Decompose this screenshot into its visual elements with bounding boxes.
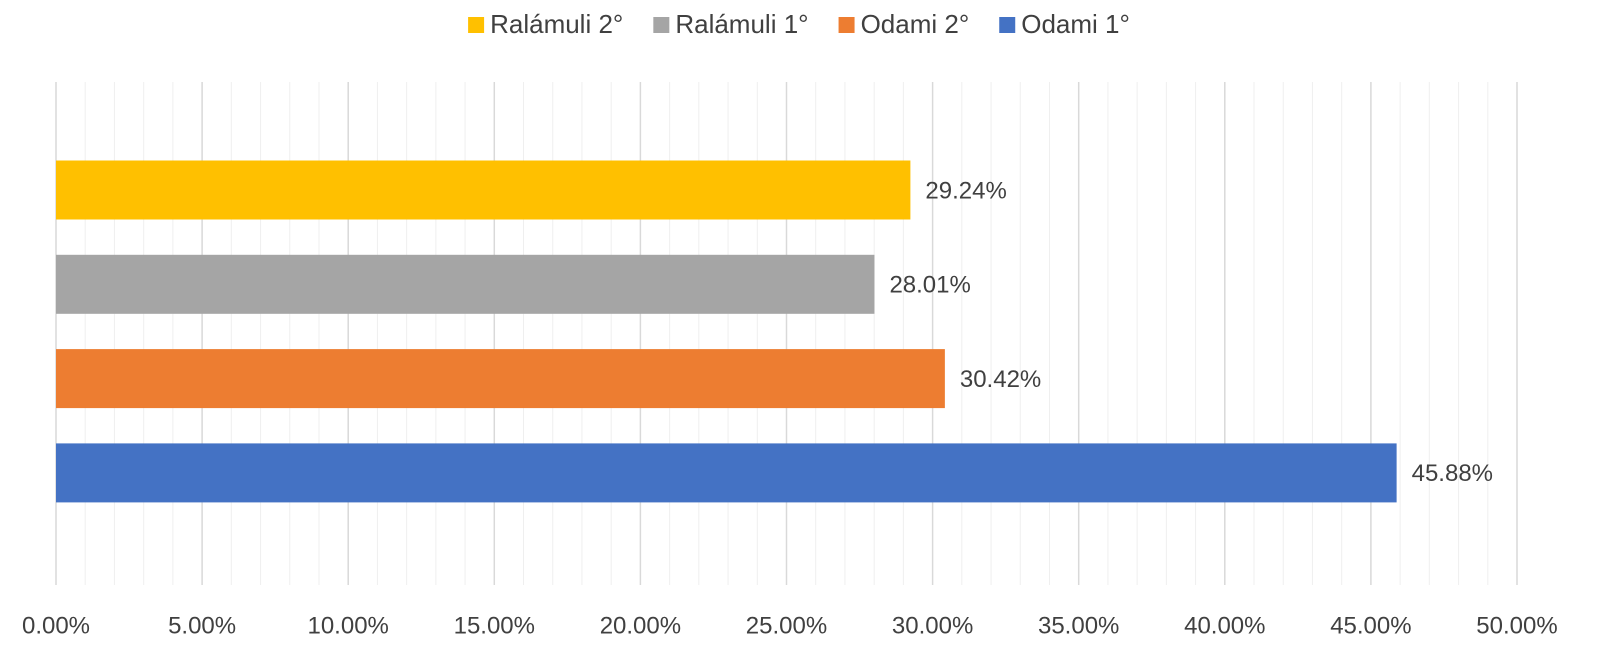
bar xyxy=(56,254,875,314)
legend-swatch xyxy=(838,17,855,33)
x-tick-label: 45.00% xyxy=(1330,612,1411,639)
x-tick-label: 25.00% xyxy=(746,612,827,639)
x-tick-label: 10.00% xyxy=(307,612,388,639)
legend-label: Odami 1° xyxy=(1021,9,1130,39)
data-label: 30.42% xyxy=(960,366,1041,393)
x-tick-label: 0.00% xyxy=(22,612,90,639)
x-tick-label: 5.00% xyxy=(168,612,236,639)
legend-label: Odami 2° xyxy=(861,9,970,39)
x-tick-label: 30.00% xyxy=(892,612,973,639)
legend-label: Ralámuli 2° xyxy=(490,9,623,39)
x-tick-label: 40.00% xyxy=(1184,612,1265,639)
legend-swatch xyxy=(653,17,670,33)
data-label: 29.24% xyxy=(925,177,1006,204)
bar xyxy=(56,160,911,220)
legend-label: Ralámuli 1° xyxy=(675,9,808,39)
x-tick-label: 50.00% xyxy=(1476,612,1557,639)
bar xyxy=(56,349,945,409)
data-label: 28.01% xyxy=(889,272,970,299)
x-tick-label: 35.00% xyxy=(1038,612,1119,639)
x-tick-label: 15.00% xyxy=(454,612,535,639)
legend: Ralámuli 2° Ralámuli 1° Odami 2° Odami 1° xyxy=(468,9,1130,39)
legend-swatch xyxy=(468,17,485,33)
legend-swatch xyxy=(999,17,1016,33)
bar xyxy=(56,443,1397,503)
x-tick-label: 20.00% xyxy=(600,612,681,639)
data-label: 45.88% xyxy=(1412,460,1493,487)
